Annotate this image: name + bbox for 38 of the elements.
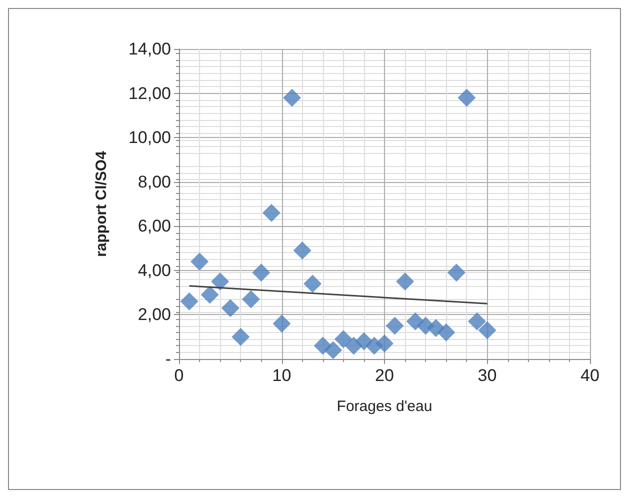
point xyxy=(190,252,209,271)
point xyxy=(458,88,476,107)
point xyxy=(396,272,414,290)
point xyxy=(468,312,486,330)
point xyxy=(376,334,394,352)
y-tick-label: 12,00 xyxy=(128,84,171,103)
y-tick-label: 2,00 xyxy=(138,305,171,324)
y-tick-label: 6,00 xyxy=(138,216,171,236)
y-tick-label: 4,00 xyxy=(138,260,171,280)
point xyxy=(334,330,352,348)
point xyxy=(221,299,240,318)
point xyxy=(242,290,260,308)
x-axis-title: Forages d'eau xyxy=(336,398,432,415)
point xyxy=(232,328,250,346)
x-tick-label: 20 xyxy=(375,366,394,385)
point xyxy=(262,204,280,222)
point xyxy=(293,242,312,260)
x-tick-label: 30 xyxy=(478,366,497,385)
point xyxy=(272,314,291,333)
point xyxy=(324,341,342,360)
point xyxy=(447,264,466,282)
x-tick-label: 0 xyxy=(174,366,184,385)
point xyxy=(252,264,270,282)
point xyxy=(478,321,496,340)
x-tick-label: 40 xyxy=(580,366,600,385)
y-axis-title: rapport Cl/SO4 xyxy=(93,150,110,257)
x-tick-label: 10 xyxy=(272,366,292,385)
point xyxy=(180,292,198,310)
point xyxy=(437,323,456,342)
y-tick-label: 14,00 xyxy=(128,40,171,58)
point xyxy=(304,274,322,293)
point xyxy=(211,272,230,290)
y-tick-label: 10,00 xyxy=(128,128,171,148)
point xyxy=(200,286,219,304)
point xyxy=(283,88,302,107)
point xyxy=(386,316,404,335)
y-tick-label: 8,00 xyxy=(138,172,171,192)
y-tick-label: - xyxy=(165,350,171,368)
